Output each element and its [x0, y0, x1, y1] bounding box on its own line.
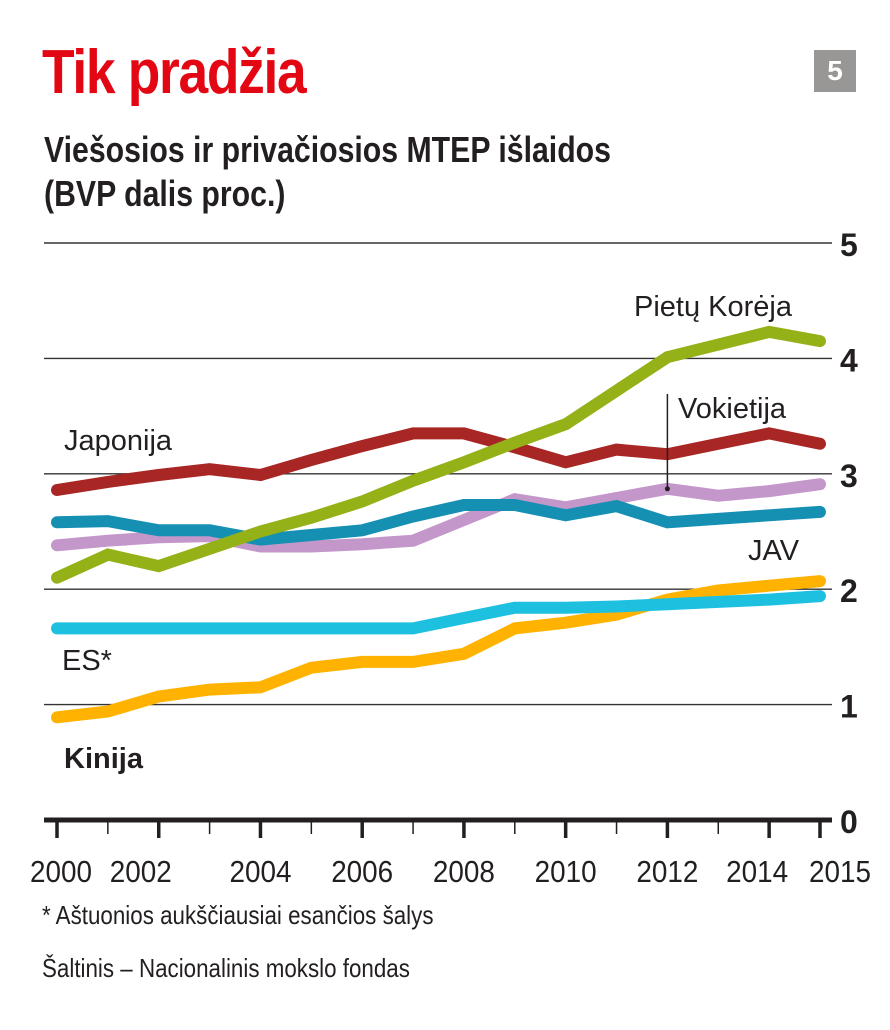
annotation-dot: [664, 486, 670, 492]
y-axis-ticks: 0 1 2 3 4 5: [840, 227, 858, 840]
series-line-jav: [51, 499, 826, 546]
x-tick-label: 2012: [636, 854, 698, 889]
series-line-vokietija: [51, 478, 826, 553]
series-label-jav: JAV: [748, 535, 800, 567]
x-tick-label: 2014: [726, 854, 788, 889]
source-note: Šaltinis – Nacionalinis mokslo fondas: [42, 953, 410, 983]
series-lines: [51, 325, 826, 724]
y-tick-label: 2: [840, 573, 858, 609]
x-tick-label: 2000: [30, 854, 92, 889]
series-line-kinija: [51, 575, 826, 724]
y-tick-label: 3: [840, 458, 858, 494]
series-label-japonija: Japonija: [64, 425, 173, 457]
chart-subtitle: Viešosios ir privačiosios MTEP išlaidos …: [44, 128, 611, 216]
x-tick-label: 2004: [229, 854, 291, 889]
series-labels: Japonija Pietų Korėja Vokietija JAV ES* Kinij…: [62, 291, 800, 775]
x-tick-label: 2006: [331, 854, 393, 889]
series-label-kinija: Kinija: [64, 743, 144, 775]
y-tick-label: 0: [840, 804, 858, 840]
chart-title: Tik pradžia: [42, 38, 307, 107]
x-tick-label: 2010: [535, 854, 597, 889]
x-tick-label: 2002: [110, 854, 172, 889]
x-tick-label: 2015: [809, 854, 871, 889]
y-tick-label: 4: [840, 342, 858, 378]
page-number-badge: 5: [814, 50, 856, 92]
series-line-es: [51, 590, 826, 635]
series-label-piet-kor-ja: Pietų Korėja: [634, 291, 793, 323]
series-line-japonija: [51, 427, 826, 496]
series-label-es: ES*: [62, 645, 112, 677]
y-tick-label: 1: [840, 689, 858, 725]
series-label-vokietija: Vokietija: [678, 393, 787, 425]
subtitle-line-1: Viešosios ir privačiosios MTEP išlaidos: [44, 129, 611, 170]
x-axis: 2000 2002 2004 2006 2008 2010 2012 2014 2015: [30, 817, 871, 889]
subtitle-line-2: (BVP dalis proc.): [44, 173, 286, 214]
y-tick-label: 5: [840, 227, 858, 263]
x-tick-label: 2008: [433, 854, 495, 889]
footnote: * Aštuonios aukščiausiai esančios šalys: [42, 900, 434, 930]
series-line-piet-kor-ja: [51, 325, 826, 584]
